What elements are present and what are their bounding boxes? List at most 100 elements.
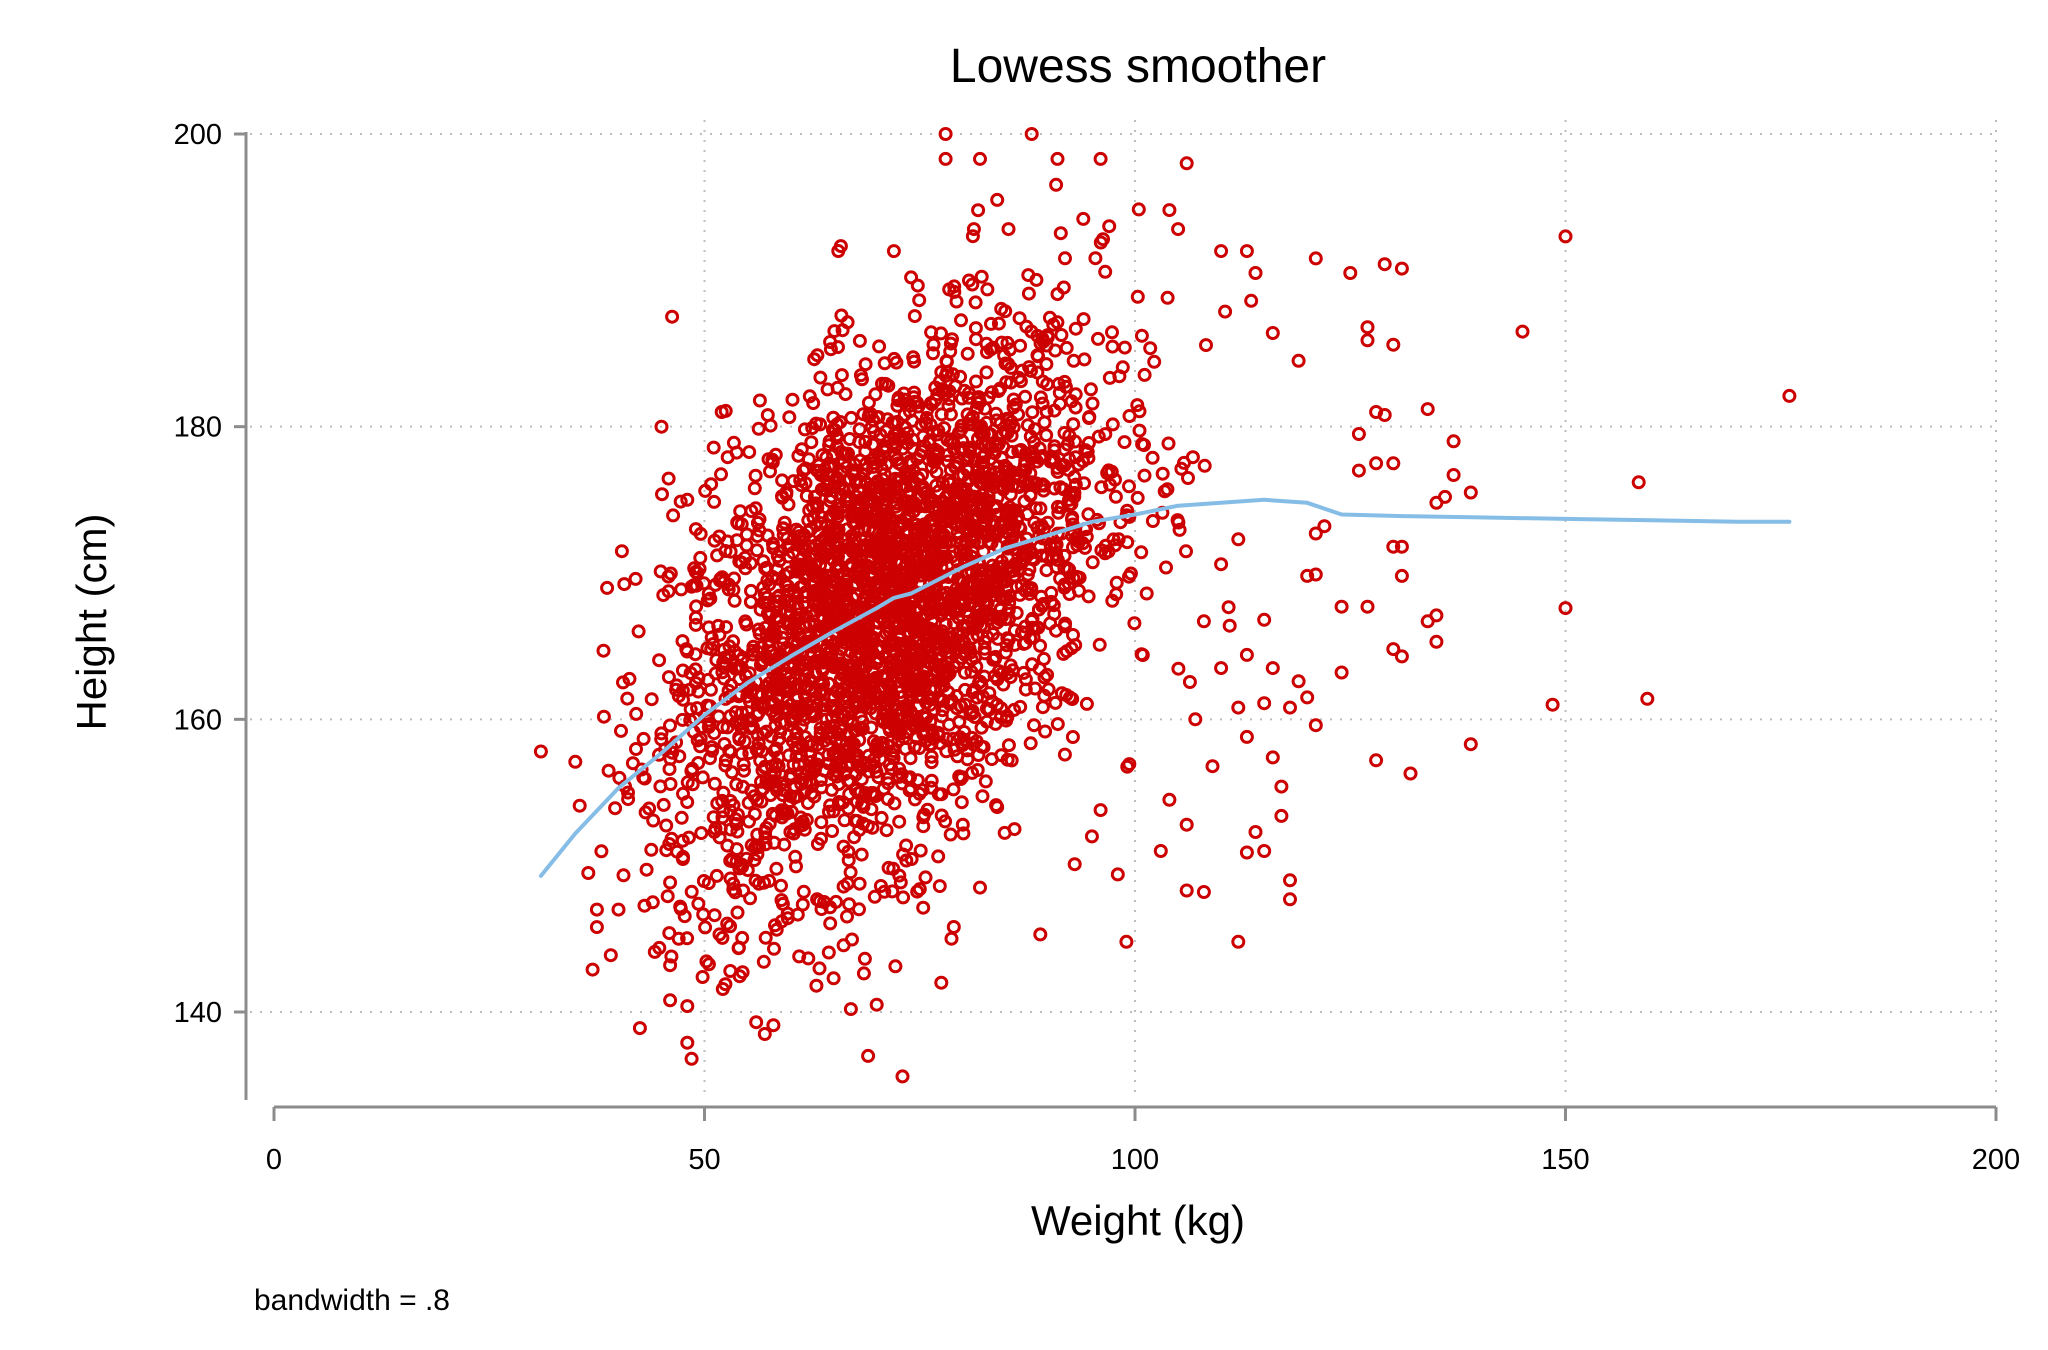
scatter-point xyxy=(978,516,993,530)
scatter-point xyxy=(784,593,799,608)
scatter-point xyxy=(723,745,738,760)
scatter-point xyxy=(801,452,816,467)
scatter-point xyxy=(996,567,1011,582)
scatter-point xyxy=(730,807,745,822)
scatter-point xyxy=(716,804,731,819)
scatter-point xyxy=(806,705,821,720)
scatter-point xyxy=(1134,328,1149,343)
scatter-point xyxy=(994,301,1009,316)
scatter-point xyxy=(1143,341,1158,356)
scatter-point xyxy=(868,387,883,402)
scatter-point xyxy=(1135,648,1150,662)
scatter-point xyxy=(877,492,892,507)
scatter-point xyxy=(695,970,710,984)
scatter-point xyxy=(942,384,957,399)
scatter-point xyxy=(616,675,630,690)
scatter-point xyxy=(820,382,835,397)
scatter-point xyxy=(1334,665,1349,680)
scatter-point xyxy=(655,487,669,502)
scatter-point xyxy=(594,844,609,859)
scatter-point xyxy=(1132,423,1147,438)
scatter-point xyxy=(823,900,838,915)
scatter-point xyxy=(827,459,842,473)
scatter-point xyxy=(1065,730,1080,744)
scatter-point xyxy=(581,866,596,880)
scatter-point xyxy=(769,778,784,793)
scatter-point xyxy=(1039,428,1054,443)
scatter-point xyxy=(1046,317,1061,332)
scatter-point xyxy=(751,705,766,720)
scatter-point xyxy=(1291,674,1306,689)
scatter-point xyxy=(954,639,969,654)
scatter-point xyxy=(926,452,941,466)
scatter-point xyxy=(806,636,820,650)
scatter-point xyxy=(1081,436,1096,450)
scatter-point xyxy=(942,695,957,710)
scatter-point xyxy=(1317,519,1332,534)
scatter-point xyxy=(744,685,758,700)
scatter-point xyxy=(726,435,741,450)
scatter-point xyxy=(1024,545,1039,560)
scatter-point xyxy=(770,562,784,577)
scatter-point xyxy=(896,890,911,905)
scatter-point xyxy=(769,861,784,876)
scatter-point xyxy=(892,472,907,487)
scatter-point xyxy=(862,480,877,495)
scatter-point xyxy=(767,835,782,850)
scatter-point xyxy=(1153,844,1168,858)
scatter-point xyxy=(917,587,932,602)
scatter-point xyxy=(707,908,722,923)
scatter-point xyxy=(956,826,971,841)
scatter-point xyxy=(990,585,1005,600)
scatter-point xyxy=(702,717,717,731)
scatter-point xyxy=(1214,244,1229,259)
scatter-point xyxy=(1239,729,1254,744)
scatter-point xyxy=(1265,661,1280,676)
scatter-point xyxy=(761,776,775,791)
scatter-point xyxy=(1091,429,1106,444)
scatter-point xyxy=(1057,580,1072,595)
scatter-point xyxy=(1222,618,1237,633)
scatter-point xyxy=(806,656,821,670)
scatter-point xyxy=(907,739,922,754)
scatter-point xyxy=(1110,867,1125,882)
scatter-point xyxy=(880,792,895,806)
scatter-point xyxy=(1134,545,1149,560)
scatter-point xyxy=(953,772,968,786)
scatter-point xyxy=(1036,651,1051,666)
scatter-point xyxy=(746,647,760,662)
scatter-point xyxy=(810,892,825,907)
scatter-point xyxy=(955,817,970,832)
scatter-point xyxy=(964,493,979,508)
scatter-point xyxy=(1025,657,1040,672)
scatter-point xyxy=(596,709,611,724)
scatter-point xyxy=(1127,616,1142,631)
scatter-point xyxy=(700,593,715,608)
scatter-point xyxy=(935,382,950,397)
scatter-point xyxy=(1446,468,1461,482)
scatter-point xyxy=(1403,766,1418,781)
scatter-point xyxy=(928,393,943,407)
scatter-point xyxy=(1000,335,1015,350)
scatter-point xyxy=(1420,402,1435,417)
scatter-point xyxy=(833,661,848,676)
scatter-point xyxy=(688,617,703,632)
scatter-point xyxy=(1050,151,1065,166)
scatter-point xyxy=(1094,480,1109,495)
scatter-point xyxy=(680,931,695,946)
scatter-point xyxy=(891,536,906,551)
scatter-point xyxy=(1069,569,1084,584)
axis-layer: 140 160 180 200 0 50 100 150 200 xyxy=(174,119,2021,1176)
scatter-point xyxy=(625,756,640,771)
scatter-point xyxy=(751,421,766,436)
scatter-point xyxy=(1274,808,1289,823)
scatter-point xyxy=(966,222,981,237)
scatter-point xyxy=(1093,235,1108,250)
scatter-point xyxy=(751,736,766,751)
scatter-point xyxy=(663,566,678,581)
scatter-point xyxy=(1000,666,1015,681)
scatter-point xyxy=(1067,857,1082,872)
scatter-point xyxy=(708,577,723,592)
scatter-point xyxy=(629,742,643,756)
scatter-point xyxy=(774,878,788,893)
